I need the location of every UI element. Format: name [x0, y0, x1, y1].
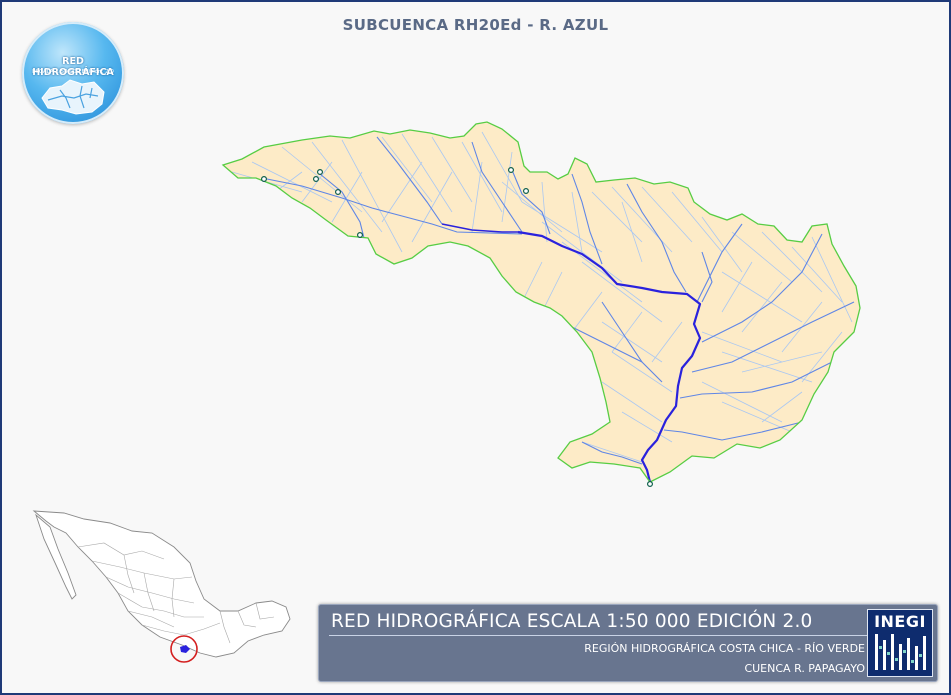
mexico-outline: [32, 510, 291, 658]
outlet-point: [646, 481, 653, 488]
logo-subtitle: ESCALA 1:50 000 Edición: 2.0: [32, 69, 114, 75]
inegi-logo: INEGI: [867, 609, 933, 677]
locator-basin-mark: [180, 645, 190, 653]
station-point: [317, 169, 324, 176]
panel-title: RED HIDROGRÁFICA ESCALA 1:50 000 EDICIÓN…: [331, 611, 813, 632]
tributaries: [261, 136, 855, 465]
state-boundaries: [77, 542, 275, 644]
basin-fill: [223, 122, 860, 482]
baja-california-outline: [35, 513, 77, 600]
station-points: [261, 167, 653, 488]
station-point: [335, 189, 342, 196]
station-point: [313, 176, 320, 183]
logo-title: RED HIDROGRÁFICA: [32, 56, 114, 78]
panel-cuenca: CUENCA R. PAPAGAYO: [744, 662, 865, 675]
main-river-azul: [517, 230, 702, 483]
inegi-logo-text: INEGI: [874, 612, 926, 631]
station-point: [261, 176, 268, 183]
station-point: [508, 167, 515, 174]
station-point: [522, 188, 529, 195]
station-point: [357, 232, 364, 239]
panel-region: REGIÓN HIDROGRÁFICA COSTA CHICA - RÍO VE…: [584, 642, 865, 655]
logo-watershed-icon: [41, 79, 105, 115]
mexico-locator-map: [32, 510, 291, 663]
main-river-upper: [441, 223, 518, 233]
map-title: SUBCUENCA RH20Ed - R. AZUL: [342, 16, 609, 34]
red-hidrografica-logo: RED HIDROGRÁFICA ESCALA 1:50 000 Edición…: [22, 22, 124, 124]
locator-circle: [170, 635, 198, 663]
legend-panel: RED HIDROGRÁFICA ESCALA 1:50 000 EDICIÓN…: [318, 604, 938, 682]
panel-divider: [329, 635, 867, 636]
inegi-grid-icon: [875, 634, 926, 670]
